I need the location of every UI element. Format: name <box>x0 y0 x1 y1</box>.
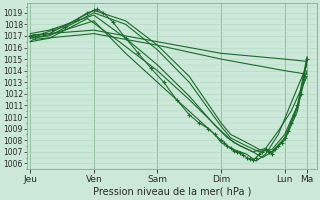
X-axis label: Pression niveau de la mer( hPa ): Pression niveau de la mer( hPa ) <box>92 187 251 197</box>
